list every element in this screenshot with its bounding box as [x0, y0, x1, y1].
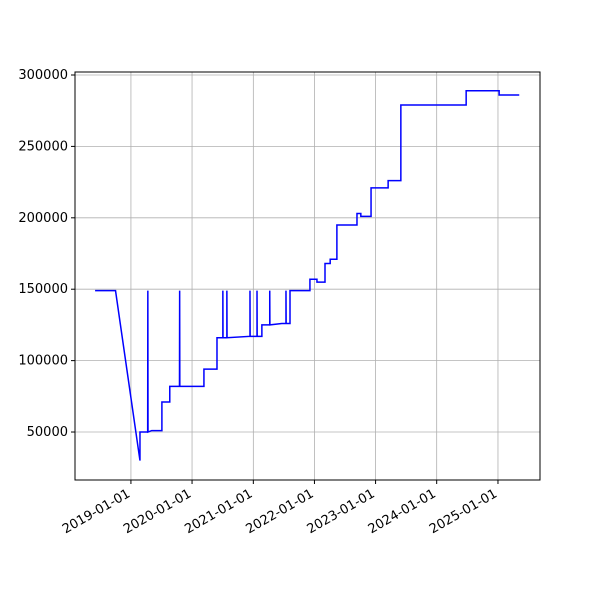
x-tick-label: 2022-01-01 — [244, 486, 317, 537]
x-tick-label: 2024-01-01 — [366, 486, 439, 537]
x-tick-label: 2019-01-01 — [60, 486, 133, 537]
y-tick-label: 150000 — [18, 282, 68, 297]
x-tick-label: 2025-01-01 — [427, 486, 500, 537]
y-tick-label: 300000 — [18, 68, 68, 83]
y-tick-label: 200000 — [18, 211, 68, 226]
plot-frame — [74, 71, 541, 481]
data-line — [95, 89, 520, 461]
x-tick-label: 2023-01-01 — [305, 486, 378, 537]
y-tick-label: 50000 — [27, 425, 68, 440]
x-tick-label: 2021-01-01 — [182, 486, 255, 537]
y-tick-label: 100000 — [18, 354, 68, 369]
y-tick-label: 250000 — [18, 139, 68, 154]
x-tick-label: 2020-01-01 — [121, 486, 194, 537]
